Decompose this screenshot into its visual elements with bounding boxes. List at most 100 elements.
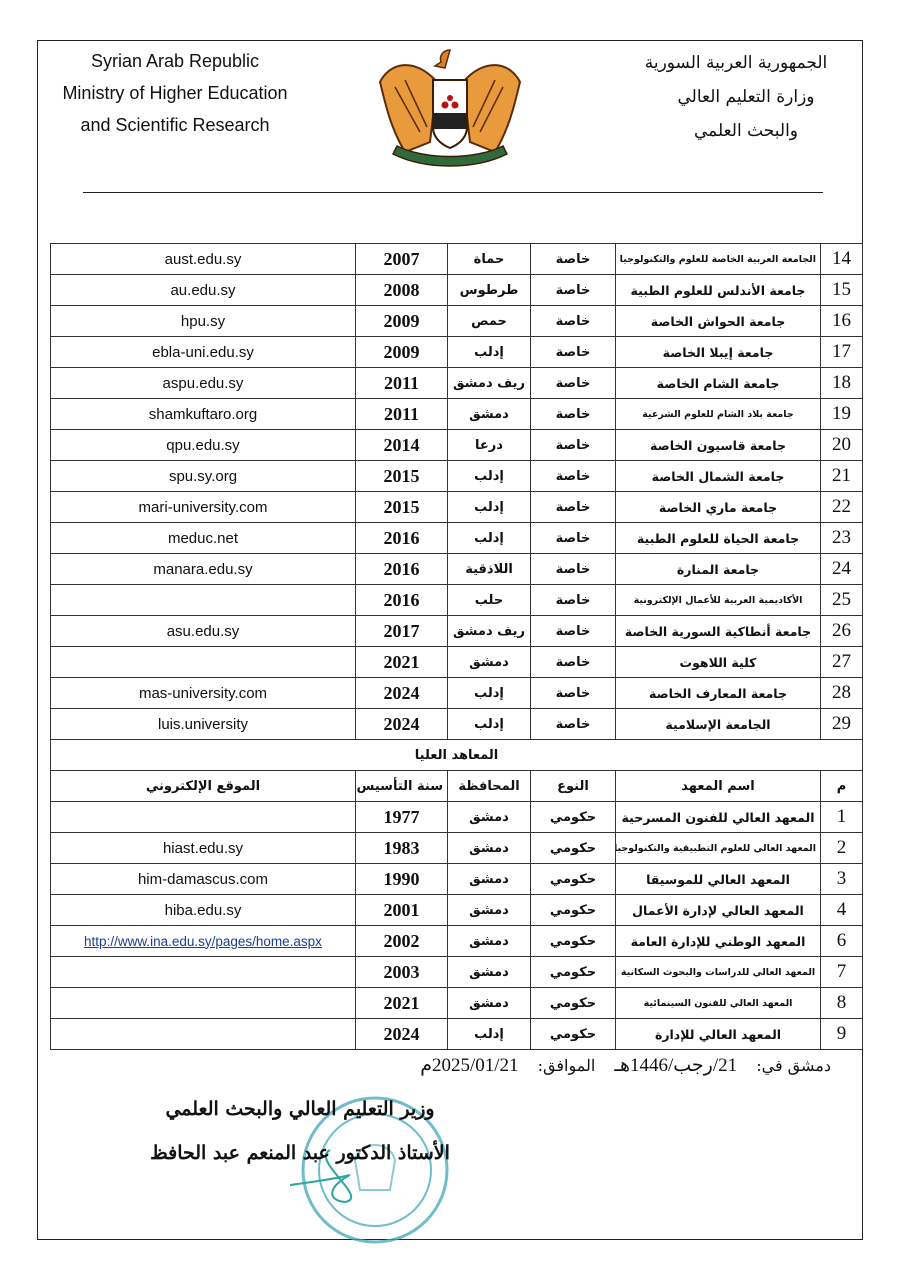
website-cell: qpu.edu.sy: [50, 429, 356, 461]
governorate-cell: طرطوس: [447, 274, 531, 306]
row-number-cell: 20: [820, 429, 863, 461]
type-cell: حكومي: [530, 832, 616, 864]
founding-year-cell: 2007: [355, 243, 448, 275]
column-header: سنة التأسيس: [355, 770, 448, 802]
university-row: 24 جامعة المنارة خاصة اللاذقية 2016 manara.ed…: [50, 553, 863, 585]
founding-year-cell: 2024: [355, 677, 448, 709]
header-row: م اسم المعهد النوع المحافظة سنة التأسيس الموق…: [50, 770, 863, 802]
website-cell: au.edu.sy: [50, 274, 356, 306]
name-cell: جامعة إيبلا الخاصة: [615, 336, 821, 368]
founding-year-cell: 2024: [355, 1018, 448, 1050]
header-line: Ministry of Higher Education: [62, 83, 288, 103]
header-line: الجمهورية العربية السورية: [644, 53, 828, 73]
type-cell: خاصة: [530, 553, 616, 585]
type-cell: خاصة: [530, 584, 616, 616]
website-cell: ebla-uni.edu.sy: [50, 336, 356, 368]
header-line: والبحث العلمي: [693, 121, 799, 141]
place-label: دمشق في:: [756, 1056, 831, 1075]
emblem: [378, 49, 522, 167]
governorate-cell: إدلب: [447, 491, 531, 523]
name-cell: المعهد العالي للدراسات والبحوث السكانية: [615, 956, 821, 988]
header-line: وزارة التعليم العالي: [677, 87, 815, 107]
university-row: 28 جامعة المعارف الخاصة خاصة إدلب 2024 mas-un…: [50, 677, 863, 709]
name-cell: المعهد العالي للموسيقا: [615, 863, 821, 895]
signatory-title: وزير التعليم العالي والبحث العلمي: [165, 1098, 435, 1120]
type-cell: خاصة: [530, 336, 616, 368]
university-row: 20 جامعة قاسيون الخاصة خاصة درعا 2014 qpu.edu…: [50, 429, 863, 461]
website-cell: mas-university.com: [50, 677, 356, 709]
column-header: المحافظة: [447, 770, 531, 802]
governorate-cell: إدلب: [447, 1018, 531, 1050]
governorate-cell: دمشق: [447, 894, 531, 926]
governorate-cell: إدلب: [447, 460, 531, 492]
website-link[interactable]: http://www.ina.edu.sy/pages/home.aspx: [84, 933, 322, 949]
founding-year-cell: 2016: [355, 584, 448, 616]
type-cell: خاصة: [530, 677, 616, 709]
column-header: النوع: [530, 770, 616, 802]
name-cell: جامعة المعارف الخاصة: [615, 677, 821, 709]
name-cell: الجامعة العربية الخاصة للعلوم والتكنولوج…: [615, 243, 821, 275]
column-header: م: [820, 770, 863, 802]
website-cell: asu.edu.sy: [50, 615, 356, 647]
institute-row: 4 المعهد العالي لإدارة الأعمال حكومي دمشق 20…: [50, 894, 863, 926]
university-row: 18 جامعة الشام الخاصة خاصة ريف دمشق 2011 aspu…: [50, 367, 863, 399]
website-cell: aspu.edu.sy: [50, 367, 356, 399]
website-cell: [50, 1018, 356, 1050]
name-cell: المعهد العالي للعلوم التطبيقية والتكنولو…: [615, 832, 821, 864]
header-line: Syrian Arab Republic: [90, 51, 260, 71]
name-cell: جامعة الأندلس للعلوم الطبية: [615, 274, 821, 306]
founding-year-cell: 2024: [355, 708, 448, 740]
university-row: 22 جامعة ماري الخاصة خاصة إدلب 2015 mari-univ…: [50, 491, 863, 523]
governorate-cell: إدلب: [447, 336, 531, 368]
institute-row: 8 المعهد العالي للفنون السينمائية حكومي دمش…: [50, 987, 863, 1019]
name-cell: الأكاديمية العربية للأعمال الإلكترونية: [615, 584, 821, 616]
date-label: الموافق:: [537, 1056, 596, 1075]
name-cell: جامعة الشمال الخاصة: [615, 460, 821, 492]
row-number-cell: 3: [820, 863, 863, 895]
row-number-cell: 7: [820, 956, 863, 988]
founding-year-cell: 2017: [355, 615, 448, 647]
founding-year-cell: 1977: [355, 801, 448, 833]
governorate-cell: إدلب: [447, 708, 531, 740]
institute-row: 1 المعهد العالي للفنون المسرحية حكومي دمشق 1…: [50, 801, 863, 833]
name-cell: جامعة الشام الخاصة: [615, 367, 821, 399]
website-cell: hiast.edu.sy: [50, 832, 356, 864]
founding-year-cell: 2001: [355, 894, 448, 926]
name-cell: كلية اللاهوت: [615, 646, 821, 678]
website-cell: manara.edu.sy: [50, 553, 356, 585]
row-number-cell: 4: [820, 894, 863, 926]
university-row: 26 جامعة أنطاكية السورية الخاصة خاصة ريف دم…: [50, 615, 863, 647]
governorate-cell: دمشق: [447, 863, 531, 895]
university-row: 21 جامعة الشمال الخاصة خاصة إدلب 2015 spu.sy.…: [50, 460, 863, 492]
website-cell: meduc.net: [50, 522, 356, 554]
type-cell: حكومي: [530, 863, 616, 895]
type-cell: خاصة: [530, 646, 616, 678]
name-cell: جامعة أنطاكية السورية الخاصة: [615, 615, 821, 647]
type-cell: حكومي: [530, 987, 616, 1019]
row-number-cell: 24: [820, 553, 863, 585]
website-cell: [50, 801, 356, 833]
governorate-cell: دمشق: [447, 801, 531, 833]
section-title: المعاهد العليا: [50, 739, 863, 771]
governorate-cell: دمشق: [447, 956, 531, 988]
row-number-cell: 28: [820, 677, 863, 709]
row-number-cell: 22: [820, 491, 863, 523]
founding-year-cell: 2014: [355, 429, 448, 461]
row-number-cell: 21: [820, 460, 863, 492]
founding-year-cell: 2011: [355, 398, 448, 430]
section-row: المعاهد العليا: [50, 739, 863, 771]
type-cell: خاصة: [530, 460, 616, 492]
type-cell: حكومي: [530, 956, 616, 988]
universities-table: 14 الجامعة العربية الخاصة للعلوم والتكنول…: [50, 243, 863, 1050]
name-cell: جامعة الحواش الخاصة: [615, 305, 821, 337]
type-cell: خاصة: [530, 243, 616, 275]
university-row: 29 الجامعة الإسلامية خاصة إدلب 2024 luis.univ…: [50, 708, 863, 740]
type-cell: خاصة: [530, 398, 616, 430]
institute-row: 9 المعهد العالي للإدارة حكومي إدلب 2024: [50, 1018, 863, 1050]
name-cell: جامعة ماري الخاصة: [615, 491, 821, 523]
governorate-cell: حلب: [447, 584, 531, 616]
row-number-cell: 19: [820, 398, 863, 430]
website-cell: shamkuftaro.org: [50, 398, 356, 430]
governorate-cell: إدلب: [447, 522, 531, 554]
university-row: 25 الأكاديمية العربية للأعمال الإلكترونية…: [50, 584, 863, 616]
